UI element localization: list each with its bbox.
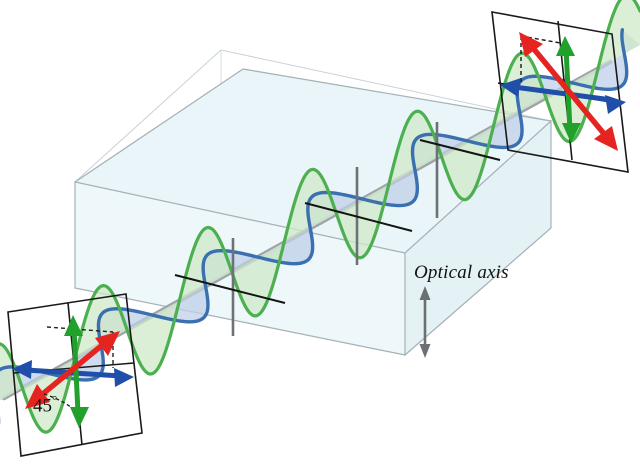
optical-axis-arrow (419, 286, 431, 358)
input-panel-dashed-projection (46, 326, 114, 368)
input-horizontal-arrowhead-right (114, 368, 134, 387)
output-horizontal-arrowhead-left (500, 78, 521, 97)
input-horizontal-arrowhead-left (12, 360, 32, 379)
angle-value: 45 (33, 395, 52, 417)
angle-degree-symbol: ° (52, 392, 58, 407)
output-resultant-arrowhead-lower-right (594, 126, 618, 151)
input-resultant-polarization-arrow (25, 331, 120, 409)
ordinary-wave-fill (0, 0, 640, 433)
node-tick-diagonal-1 (174, 274, 286, 304)
output-resultant-polarization-arrow (519, 32, 618, 151)
output-vertical-arrowhead-up (556, 36, 575, 56)
optical-axis-arrowhead-down (419, 344, 431, 358)
input-angle-arc (43, 393, 73, 409)
input-vertical-arrowhead-down (70, 407, 89, 428)
output-panel-outline (491, 11, 629, 173)
input-resultant-arrowhead-upper-right (95, 331, 120, 356)
output-polarization-panel (491, 11, 629, 173)
input-resultant-arrowhead-lower-left (25, 384, 50, 409)
crystal-front-edges (74, 182, 406, 356)
node-tick-diagonal-2 (304, 202, 413, 232)
output-vertical-arrowhead-down (562, 123, 581, 143)
ordinary-wave-curve (0, 0, 640, 434)
extraordinary-wave-curve (0, 28, 629, 426)
output-horizontal-arrow-shaft (513, 84, 613, 103)
node-tick-diagonal-3 (419, 139, 501, 161)
input-vertical-component-arrow (64, 315, 89, 428)
input-horizontal-arrow-shaft (25, 367, 122, 379)
optical-axis-label: Optical axis (414, 262, 509, 283)
crystal-right-edges (404, 121, 552, 356)
optical-axis-arrowhead-up (419, 286, 431, 300)
output-resultant-arrow-shaft (530, 46, 608, 137)
input-panel-outline (7, 293, 143, 457)
input-resultant-arrow-shaft (37, 339, 108, 400)
node-tick-group (174, 122, 501, 336)
input-horizontal-component-arrow (12, 360, 134, 387)
input-vertical-arrow-shaft (71, 328, 81, 414)
input-polarization-panel (7, 293, 143, 457)
input-vertical-arrowhead-up (64, 315, 83, 336)
polarization-wave-group (0, 0, 640, 434)
output-horizontal-arrowhead-right (605, 95, 626, 114)
polarization-angle-label: 45° (33, 392, 57, 417)
output-horizontal-component-arrow (500, 78, 626, 114)
output-resultant-arrowhead-upper-left (519, 32, 543, 57)
